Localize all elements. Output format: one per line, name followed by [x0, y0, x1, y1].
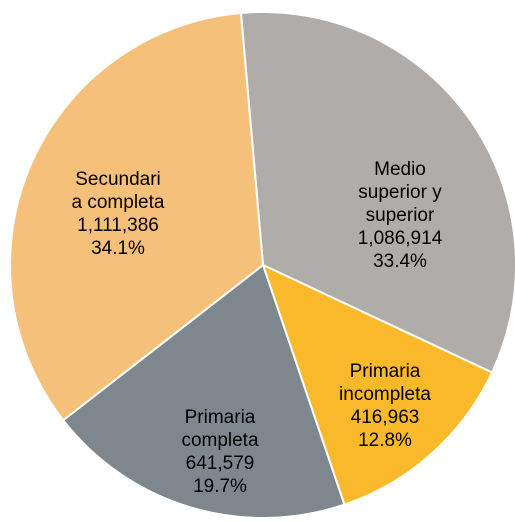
category-line: superior y	[358, 182, 442, 203]
category-line: incompleta	[339, 384, 431, 405]
category-line: superior	[366, 205, 435, 226]
category-line: Secundari	[75, 169, 161, 190]
value-label: 1,111,386	[77, 215, 159, 236]
category-label: Primaria incompleta	[339, 361, 431, 405]
category-line: completa	[181, 430, 259, 451]
category-line: Medio	[374, 159, 426, 180]
category-line: Primaria	[350, 361, 421, 382]
pie-slice	[261, 263, 494, 506]
pie-slice	[239, 11, 515, 374]
pie-slice	[61, 263, 346, 519]
percent-label: 33.4%	[373, 251, 427, 272]
category-line: a completa	[72, 192, 165, 213]
pie-slice	[9, 11, 265, 422]
category-label: Primaria completa	[181, 407, 259, 451]
category-line: Primaria	[185, 407, 256, 428]
value-label: 1,086,914	[358, 228, 443, 249]
percent-label: 19.7%	[193, 476, 247, 497]
category-label: Medio superior y superior	[358, 159, 442, 226]
percent-label: 34.1%	[91, 238, 145, 259]
value-label: 416,963	[351, 407, 420, 428]
value-label: 641,579	[186, 453, 255, 474]
percent-label: 12.8%	[358, 430, 412, 451]
category-label: Secundari a completa	[72, 169, 165, 213]
